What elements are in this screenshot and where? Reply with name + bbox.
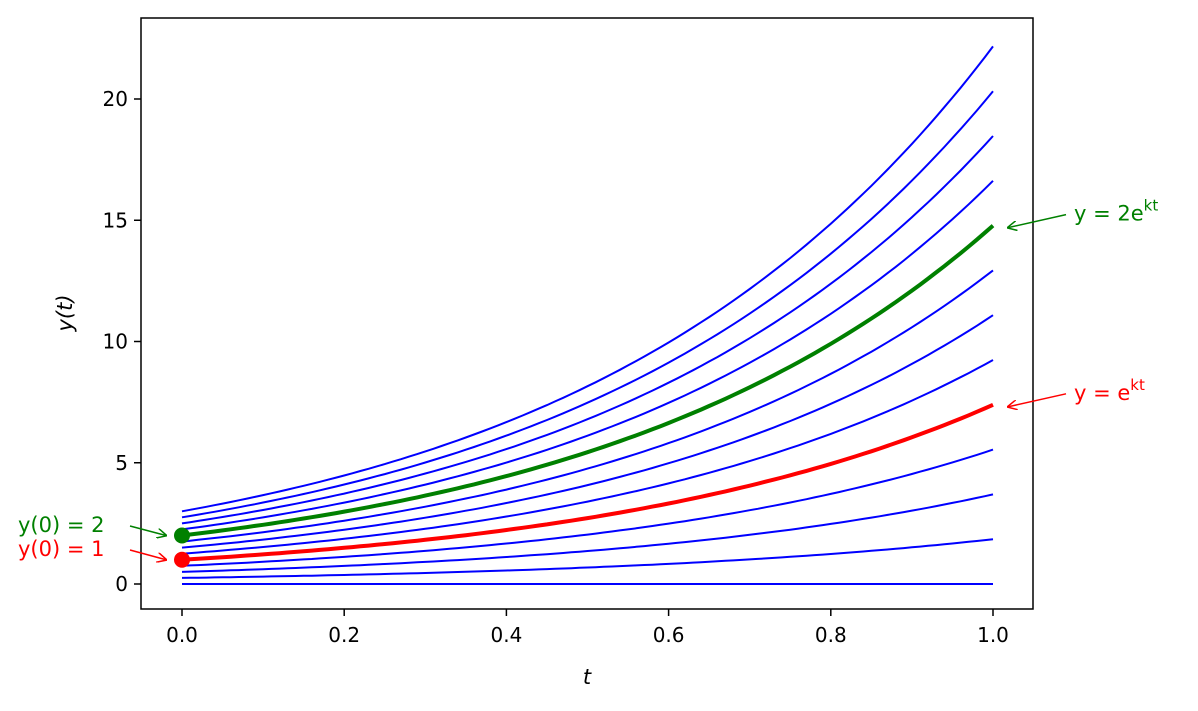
solution-curve-C-2.25: [181, 180, 994, 531]
x-tick-label: 0.2: [328, 623, 360, 647]
x-tick-label: 0.6: [653, 623, 685, 647]
x-axis-label: t: [583, 665, 592, 689]
x-tick-label: 0.4: [490, 623, 522, 647]
highlighted-curve-C-2: [181, 224, 995, 538]
solution-curve-C-0.5: [181, 493, 994, 573]
solution-curve-C-1.25: [181, 359, 994, 555]
plot-frame: [140, 17, 1034, 610]
y-tick-label: 10: [103, 330, 128, 354]
x-tick-label: 1.0: [977, 623, 1009, 647]
y-tick-label: 5: [115, 451, 128, 475]
y-axis: 0 5 10 15 20: [103, 87, 141, 596]
solution-curve-C-1.5: [181, 314, 994, 549]
solution-curve-C-2.75: [181, 90, 994, 519]
y-tick-label: 15: [103, 208, 128, 232]
solution-curve-C-0.25: [181, 538, 994, 579]
curve-label-C-2: y = 2ekt: [1074, 197, 1158, 226]
y-tick-label: 0: [115, 572, 128, 596]
initial-condition-label-C-2: y(0) = 2: [18, 513, 104, 537]
solution-curve-C-3: [181, 45, 994, 513]
solution-curve-C-1.75: [181, 269, 994, 543]
y-tick-label: 20: [103, 87, 128, 111]
curve-arrow-C-1: [1008, 393, 1067, 407]
x-tick-label: 0.8: [815, 623, 847, 647]
solution-curve-C-0.75: [181, 448, 994, 567]
y-axis-label: y(t): [53, 294, 77, 332]
solution-curve-C-2.5: [181, 135, 994, 525]
x-tick-label: 0.0: [166, 623, 198, 647]
curve-label-C-1: y = ekt: [1074, 376, 1145, 405]
annotations: y(0) = 1 y = ekt y(0) = 2 y = 2ekt: [18, 197, 1158, 561]
initial-condition-label-C-1: y(0) = 1: [18, 537, 104, 561]
point-arrow-C-1: [129, 549, 166, 560]
point-arrow-C-2: [129, 525, 166, 536]
x-axis: 0.0 0.2 0.4 0.6 0.8 1.0: [166, 609, 1009, 647]
initial-point-C-2: [174, 527, 190, 544]
curves-group: [174, 45, 995, 585]
curve-arrow-C-2: [1008, 213, 1067, 228]
initial-point-C-1: [174, 551, 190, 568]
highlighted-curve-C-1: [181, 402, 994, 562]
